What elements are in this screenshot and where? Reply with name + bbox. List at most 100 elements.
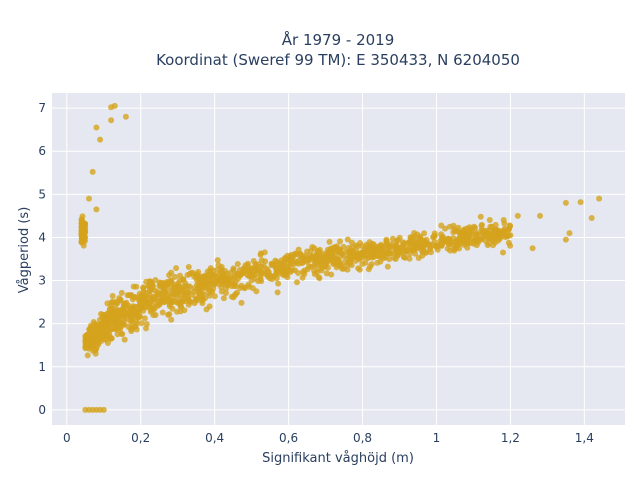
data-point [392, 243, 399, 250]
data-point [91, 338, 98, 345]
y-tick-label: 1 [38, 360, 46, 374]
x-tick-label: 1 [433, 431, 441, 445]
data-point [588, 215, 595, 221]
data-point [311, 267, 318, 274]
data-point [159, 297, 166, 304]
data-point [427, 244, 434, 251]
data-point [492, 239, 499, 246]
data-point [365, 254, 371, 261]
x-tick-label: 0,8 [353, 431, 372, 445]
data-point [412, 244, 419, 250]
data-point [369, 250, 376, 257]
data-point [211, 293, 218, 300]
data-point [99, 311, 106, 318]
data-point [506, 222, 513, 229]
data-point [383, 238, 390, 245]
data-point [374, 259, 381, 266]
data-point [324, 264, 331, 271]
data-point [97, 136, 104, 143]
data-point [177, 283, 184, 290]
x-axis-ticks: 0 0,2 0,4 0,6 0,8 1 1,2 1,4 [63, 431, 594, 445]
data-point [232, 283, 239, 290]
data-point [349, 244, 356, 251]
data-point [137, 300, 143, 307]
y-axis-ticks: 0 1 2 3 4 5 6 7 [38, 101, 46, 417]
data-point [118, 289, 125, 296]
data-point [315, 266, 322, 273]
data-point [466, 230, 473, 237]
data-point [224, 270, 231, 277]
data-point [122, 113, 129, 120]
data-point [82, 343, 89, 350]
data-point [173, 265, 180, 272]
data-point [242, 262, 249, 269]
data-point [166, 303, 173, 310]
data-point [340, 265, 347, 272]
data-point [324, 246, 331, 253]
data-point [318, 261, 325, 268]
y-axis-label: Vågperiod (s) [17, 207, 32, 294]
data-point [116, 310, 123, 317]
data-point [246, 265, 253, 272]
data-point [184, 296, 191, 303]
data-point [93, 124, 100, 131]
data-point [86, 335, 92, 342]
data-point [447, 247, 454, 254]
data-point [220, 295, 227, 302]
data-point [324, 258, 331, 265]
data-point [262, 258, 269, 265]
data-point [203, 306, 210, 313]
data-point [420, 243, 427, 250]
data-point [562, 236, 569, 243]
data-point [360, 249, 366, 256]
data-point [184, 283, 191, 290]
data-point [84, 352, 91, 359]
data-point [445, 241, 452, 248]
data-point [577, 199, 584, 206]
grid-lines [52, 93, 625, 425]
data-point [114, 331, 121, 338]
data-point [109, 324, 116, 331]
data-point [93, 327, 100, 334]
x-axis-label: Signifikant våghöjd (m) [262, 451, 414, 466]
data-point [486, 240, 493, 247]
data-point [140, 288, 147, 295]
data-point [195, 275, 202, 282]
data-point [562, 199, 569, 206]
data-point [147, 308, 154, 315]
data-point [253, 263, 260, 270]
data-point [471, 223, 478, 230]
data-point [421, 230, 428, 237]
data-point [501, 220, 508, 227]
data-point [78, 231, 85, 238]
y-tick-label: 0 [38, 403, 46, 417]
data-point [284, 264, 291, 271]
data-point [198, 288, 205, 295]
data-point [158, 282, 165, 289]
x-tick-label: 0,2 [131, 431, 150, 445]
data-point [167, 297, 173, 304]
data-point [419, 237, 426, 244]
data-point [288, 258, 294, 265]
data-point [349, 239, 355, 246]
x-tick-label: 0,4 [205, 431, 224, 445]
data-point [514, 212, 521, 219]
data-point [156, 291, 162, 297]
data-point [238, 299, 245, 306]
data-point [135, 314, 142, 321]
data-point [138, 320, 145, 327]
data-point [185, 264, 192, 270]
data-point [419, 249, 426, 256]
data-point [108, 299, 115, 306]
data-point [168, 316, 175, 323]
x-tick-label: 0 [63, 431, 71, 445]
data-point [478, 223, 485, 229]
data-point [132, 309, 139, 316]
chart-subtitle: Koordinat (Sweref 99 TM): E 350433, N 62… [156, 51, 520, 69]
data-point [364, 243, 371, 250]
data-point [204, 277, 211, 284]
x-tick-label: 0,6 [279, 431, 298, 445]
data-point [263, 265, 270, 272]
data-point [149, 302, 156, 308]
data-point [384, 263, 391, 270]
